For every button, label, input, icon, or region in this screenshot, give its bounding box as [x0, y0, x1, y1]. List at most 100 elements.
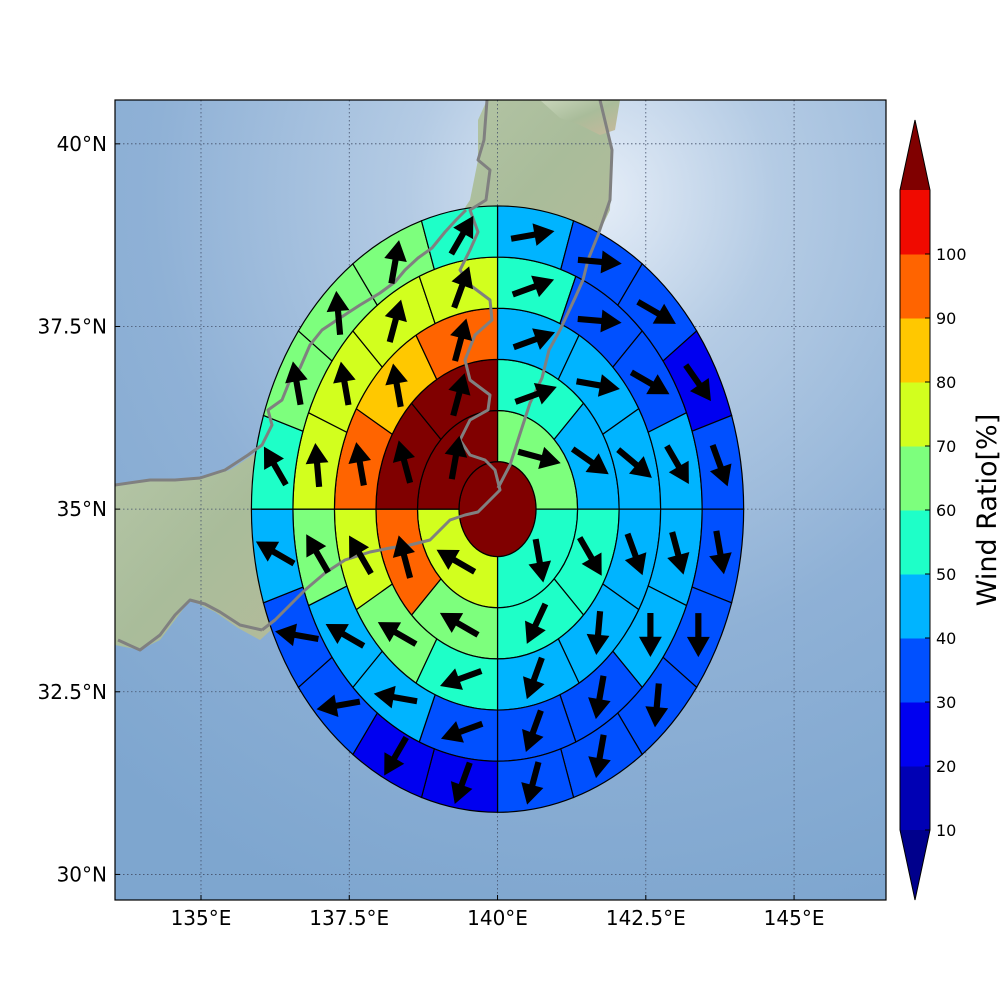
- wind-arrow: [348, 442, 372, 486]
- wind-arrow: [512, 328, 556, 351]
- wind-arrow: [325, 623, 366, 649]
- colorbar-tick-label: 80: [936, 373, 956, 392]
- colorbar: 10 20 30 40 50 60 70 80 90 100: [899, 119, 967, 901]
- colorbar-extend-bottom: [900, 830, 930, 900]
- colorbar-band: [900, 254, 930, 319]
- wind-arrow: [577, 250, 622, 274]
- colorbar-band: [900, 190, 930, 255]
- colorbar-tick-label: 40: [936, 629, 956, 648]
- wind-arrow: [624, 532, 647, 576]
- wind-arrow: [306, 534, 331, 574]
- lat-tick-label: 37.5°N: [38, 314, 108, 338]
- wind-arrow: [667, 531, 690, 575]
- coastline-segment: [115, 208, 468, 487]
- colorbar-tick-label: 30: [936, 693, 956, 712]
- wind-arrow: [385, 363, 408, 408]
- wind-arrow: [528, 538, 552, 583]
- wind-arrow: [451, 266, 474, 309]
- wind-arrow: [450, 318, 473, 362]
- colorbar-tick-label: 60: [936, 501, 956, 520]
- lon-tick-label: 137.5°E: [309, 906, 389, 930]
- wind-arrow: [577, 536, 602, 576]
- wind-arrow: [440, 668, 483, 690]
- wind-arrow: [275, 623, 319, 647]
- colorbar-tick-label: 90: [936, 309, 956, 328]
- lat-tick-label: 40°N: [57, 132, 107, 156]
- wind-arrow: [305, 443, 329, 488]
- wind-arrow: [439, 612, 480, 638]
- wind-arrow: [588, 734, 611, 779]
- colorbar-extend-top: [900, 120, 930, 190]
- colorbar-outline: [899, 119, 931, 901]
- longitude-tick-labels: 135°E 137.5°E 140°E 142.5°E 145°E: [171, 895, 825, 930]
- wind-arrow: [636, 299, 676, 324]
- wind-arrow: [514, 383, 557, 405]
- wind-arrows: [255, 215, 732, 805]
- colorbar-tick-label: 20: [936, 757, 956, 776]
- lon-tick-label: 145°E: [764, 906, 825, 930]
- wind-arrow: [575, 374, 620, 397]
- wind-ratio-sectors: [250, 205, 745, 813]
- map-frame: [114, 99, 887, 901]
- wind-arrow: [511, 275, 555, 298]
- wind-arrow: [517, 446, 561, 469]
- lat-tick-label: 32.5°N: [38, 680, 108, 704]
- wind-arrow: [377, 622, 418, 647]
- lon-tick-label: 135°E: [171, 906, 232, 930]
- wind-arrow: [683, 363, 711, 402]
- wind-arrow: [326, 290, 350, 336]
- wind-arrow: [686, 613, 710, 658]
- wind-arrow: [570, 446, 609, 475]
- colorbar-band: [900, 574, 930, 639]
- wind-arrow: [316, 694, 361, 718]
- wind-arrow: [444, 435, 468, 480]
- lat-tick-label: 35°N: [57, 497, 107, 521]
- wind-arrow: [440, 720, 484, 743]
- wind-arrow: [522, 709, 544, 752]
- lon-tick-label: 142.5°E: [606, 906, 686, 930]
- wind-arrow: [384, 240, 407, 284]
- wind-arrow: [629, 369, 670, 395]
- wind-arrow: [588, 675, 611, 720]
- colorbar-band: [900, 318, 930, 383]
- colorbar-band: [900, 638, 930, 703]
- wind-arrow: [448, 373, 471, 417]
- wind-arrow: [645, 683, 669, 728]
- wind-arrow: [263, 446, 289, 487]
- wind-arrow: [709, 443, 732, 487]
- colorbar-band: [900, 382, 930, 447]
- wind-arrow: [384, 735, 409, 776]
- wind-arrow: [373, 685, 418, 709]
- wind-arrow: [525, 602, 549, 644]
- wind-arrow: [392, 535, 415, 579]
- coastline-segment: [117, 598, 263, 652]
- wind-arrow: [510, 223, 555, 246]
- wind-arrow: [638, 612, 662, 657]
- colorbar-band: [900, 702, 930, 767]
- wind-arrow: [436, 549, 477, 575]
- wind-arrow: [577, 309, 622, 333]
- wind-arrow: [448, 215, 474, 256]
- colorbar-band: [900, 766, 930, 831]
- latitude-tick-labels: 30°N 32.5°N 35°N 37.5°N 40°N: [38, 132, 120, 886]
- wind-arrow: [709, 530, 732, 575]
- wind-arrow: [521, 761, 544, 805]
- wind-arrow: [285, 361, 308, 406]
- colorbar-label: Wind Ratio[%]: [972, 414, 1000, 606]
- colorbar-tick-label: 70: [936, 437, 956, 456]
- coastline-segment: [496, 100, 614, 489]
- colorbar-band: [900, 510, 930, 575]
- colorbar-tick-label: 50: [936, 565, 956, 584]
- colorbar-band: [900, 446, 930, 511]
- colorbar-tick-label: 100: [936, 245, 967, 264]
- colorbar-tick-label: 10: [936, 821, 956, 840]
- wind-arrow: [450, 761, 473, 805]
- wind-arrow: [333, 361, 356, 406]
- land-shape: [540, 100, 620, 135]
- wind-arrow: [664, 444, 689, 484]
- wind-arrow: [616, 447, 652, 478]
- wind-arrow: [586, 610, 610, 656]
- lat-tick-label: 30°N: [57, 862, 107, 886]
- wind-arrow: [349, 535, 374, 576]
